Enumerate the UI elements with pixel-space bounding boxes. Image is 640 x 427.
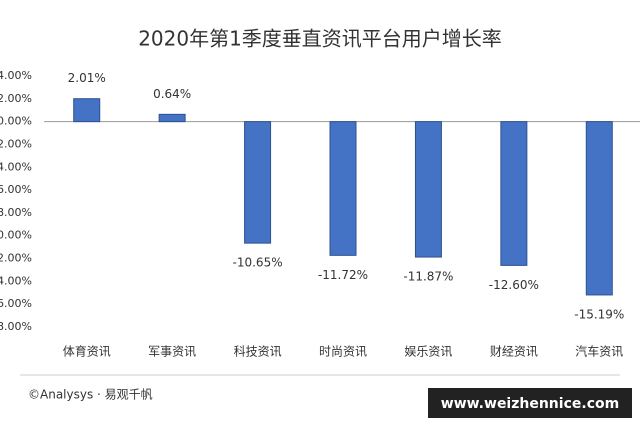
y-tick-label: -10.00% xyxy=(0,229,32,242)
value-label: 2.01% xyxy=(68,71,106,85)
y-tick-label: -2.00% xyxy=(0,137,32,150)
y-tick-label: -6.00% xyxy=(0,183,32,196)
value-label: -11.72% xyxy=(318,268,368,282)
bar xyxy=(500,121,528,266)
x-tick-label: 体育资讯 xyxy=(63,344,111,359)
y-tick-label: -16.00% xyxy=(0,297,32,310)
y-tick-label: 0.00% xyxy=(0,115,32,128)
x-tick-label: 汽车资讯 xyxy=(575,344,623,359)
value-label: -15.19% xyxy=(574,307,624,321)
y-tick-label: 2.00% xyxy=(0,92,32,105)
y-tick-label: -14.00% xyxy=(0,274,32,287)
y-tick-label: -4.00% xyxy=(0,160,32,173)
bar xyxy=(73,98,101,123)
value-label: 0.64% xyxy=(153,87,191,101)
value-label: -12.60% xyxy=(489,278,539,292)
x-tick-label: 时尚资讯 xyxy=(319,345,367,359)
y-tick-label: -8.00% xyxy=(0,206,32,219)
watermark-box xyxy=(428,388,632,418)
x-tick-label: 军事资讯 xyxy=(148,345,196,359)
watermark: www.weizhennice.com xyxy=(441,396,619,412)
value-label: -10.65% xyxy=(233,256,283,270)
bar xyxy=(158,113,186,123)
bar xyxy=(414,121,442,258)
y-tick-label: -18.00% xyxy=(0,320,32,333)
y-tick-label: 4.00% xyxy=(0,69,32,82)
y-tick-label: -12.00% xyxy=(0,252,32,265)
x-tick-label: 娱乐资讯 xyxy=(404,345,452,359)
bar xyxy=(329,121,357,256)
source: ©Analysys · 易观千帆 xyxy=(28,387,153,402)
bar xyxy=(244,121,272,244)
value-label: -11.87% xyxy=(403,270,453,284)
x-tick-label: 财经资讯 xyxy=(490,345,538,359)
x-tick-label: 科技资讯 xyxy=(234,345,282,359)
chart-title: 2020年第1季度垂直资讯平台用户增长率 xyxy=(138,27,502,51)
bar xyxy=(585,121,613,296)
